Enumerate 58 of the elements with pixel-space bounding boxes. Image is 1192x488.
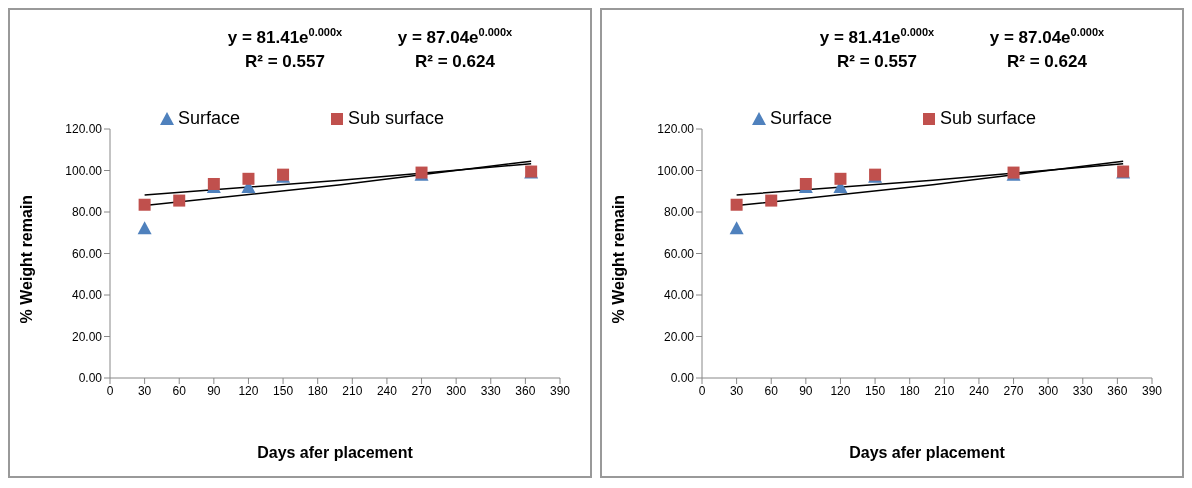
x-tick-label: 270 [411,383,432,398]
text: y = 81.41e$^{0.000x}$ [226,25,344,49]
x-tick-label: 390 [1141,383,1163,398]
y-axis-title: % Weight remain [17,194,35,324]
y-tick-label: 0.00 [670,371,695,386]
text: R² = 0.624 [414,50,496,73]
x-axis-title: Days afer placement [257,444,414,461]
y-axis-title: % Weight remain [609,194,627,324]
x-tick-label: 0 [698,383,706,398]
x-tick-label: 240 [968,383,990,398]
x-tick-label: 360 [515,383,536,398]
x-tick-label: 180 [307,383,329,398]
y-tick-label: 40.00 [663,288,695,303]
x-tick-label: 360 [1107,383,1128,398]
x-tick-label: 210 [342,383,363,398]
x-tick-label: 30 [137,383,152,398]
text: y = 87.04e$^{0.000x}$ [396,25,514,49]
legend-label: Sub surface [939,108,1037,129]
x-tick-label: 120 [830,383,851,398]
text: R² = 0.624 [1006,50,1088,73]
x-tick-label: 390 [549,383,571,398]
y-tick-label: 20.00 [71,329,103,344]
legend-label: Surface [769,108,833,129]
y-tick-label: 100.00 [657,163,695,178]
x-tick-label: 30 [729,383,744,398]
x-tick-label: 150 [273,383,294,398]
x-tick-label: 210 [934,383,955,398]
x-tick-label: 120 [238,383,259,398]
x-tick-label: 0 [106,383,114,398]
y-tick-label: 100.00 [65,163,103,178]
x-tick-label: 240 [376,383,398,398]
y-tick-label: 20.00 [663,329,695,344]
x-tick-label: 90 [207,383,221,398]
x-tick-label: 180 [899,383,921,398]
x-tick-label: 150 [865,383,886,398]
text: R² = 0.557 [836,50,918,73]
x-tick-label: 60 [764,383,779,398]
x-tick-label: 330 [1072,383,1094,398]
x-tick-label: 90 [799,383,813,398]
text: y = 87.04e$^{0.000x}$ [988,25,1106,49]
y-tick-label: 120.00 [65,122,103,137]
x-tick-label: 270 [1003,383,1024,398]
x-tick-label: 300 [446,383,467,398]
legend-label: Sub surface [347,108,445,129]
y-tick-label: 0.00 [78,371,103,386]
x-axis-title: Days afer placement [849,444,1006,461]
x-tick-label: 330 [480,383,502,398]
text: y = 81.41e$^{0.000x}$ [818,25,936,49]
y-tick-label: 60.00 [663,246,695,261]
x-tick-label: 300 [1038,383,1059,398]
y-tick-label: 80.00 [71,205,103,220]
y-tick-label: 120.00 [657,122,695,137]
legend-label: Surface [177,108,241,129]
y-tick-label: 80.00 [663,205,695,220]
x-tick-label: 60 [172,383,187,398]
y-tick-label: 60.00 [71,246,103,261]
text: R² = 0.557 [244,50,326,73]
y-tick-label: 40.00 [71,288,103,303]
